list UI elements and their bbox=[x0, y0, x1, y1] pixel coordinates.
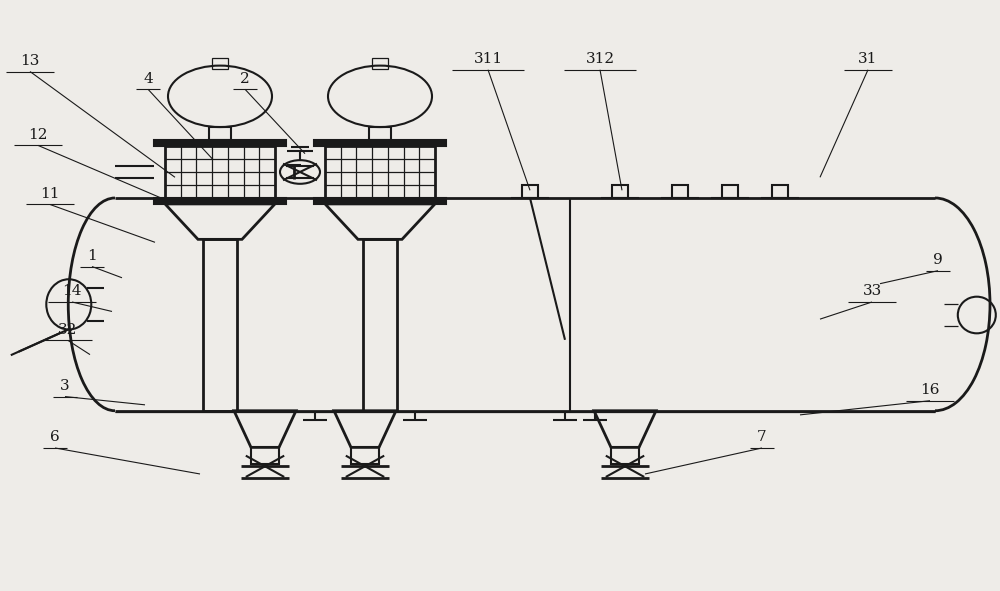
Text: 11: 11 bbox=[40, 187, 60, 201]
Text: 31: 31 bbox=[858, 52, 878, 66]
Bar bbox=[165, 146, 275, 198]
Bar bbox=[522, 185, 538, 198]
Text: 4: 4 bbox=[143, 72, 153, 86]
Bar bbox=[722, 185, 738, 198]
Text: 6: 6 bbox=[50, 430, 60, 444]
Text: 311: 311 bbox=[473, 52, 503, 66]
Text: 312: 312 bbox=[585, 52, 615, 66]
Text: 32: 32 bbox=[58, 323, 78, 337]
Text: 12: 12 bbox=[28, 128, 48, 142]
Bar bbox=[672, 185, 688, 198]
Bar bbox=[154, 140, 286, 146]
Bar bbox=[351, 447, 379, 464]
Bar bbox=[314, 140, 446, 146]
Text: 7: 7 bbox=[757, 430, 767, 444]
Bar bbox=[212, 58, 228, 69]
Bar bbox=[251, 447, 279, 464]
Bar bbox=[154, 198, 286, 204]
Bar bbox=[314, 198, 446, 204]
Text: 16: 16 bbox=[920, 383, 940, 397]
Bar bbox=[203, 239, 237, 411]
Text: 14: 14 bbox=[62, 284, 82, 298]
Bar bbox=[209, 127, 231, 140]
Bar bbox=[612, 185, 628, 198]
Bar bbox=[372, 58, 388, 69]
Text: 3: 3 bbox=[60, 379, 70, 393]
Bar bbox=[369, 127, 391, 140]
Text: 13: 13 bbox=[20, 54, 40, 68]
Bar bbox=[325, 146, 435, 198]
Text: 33: 33 bbox=[862, 284, 882, 298]
Bar bbox=[611, 447, 639, 464]
Text: 2: 2 bbox=[240, 72, 250, 86]
Text: 9: 9 bbox=[933, 253, 943, 267]
Bar bbox=[772, 185, 788, 198]
Bar bbox=[363, 239, 397, 411]
Text: 1: 1 bbox=[87, 249, 97, 263]
